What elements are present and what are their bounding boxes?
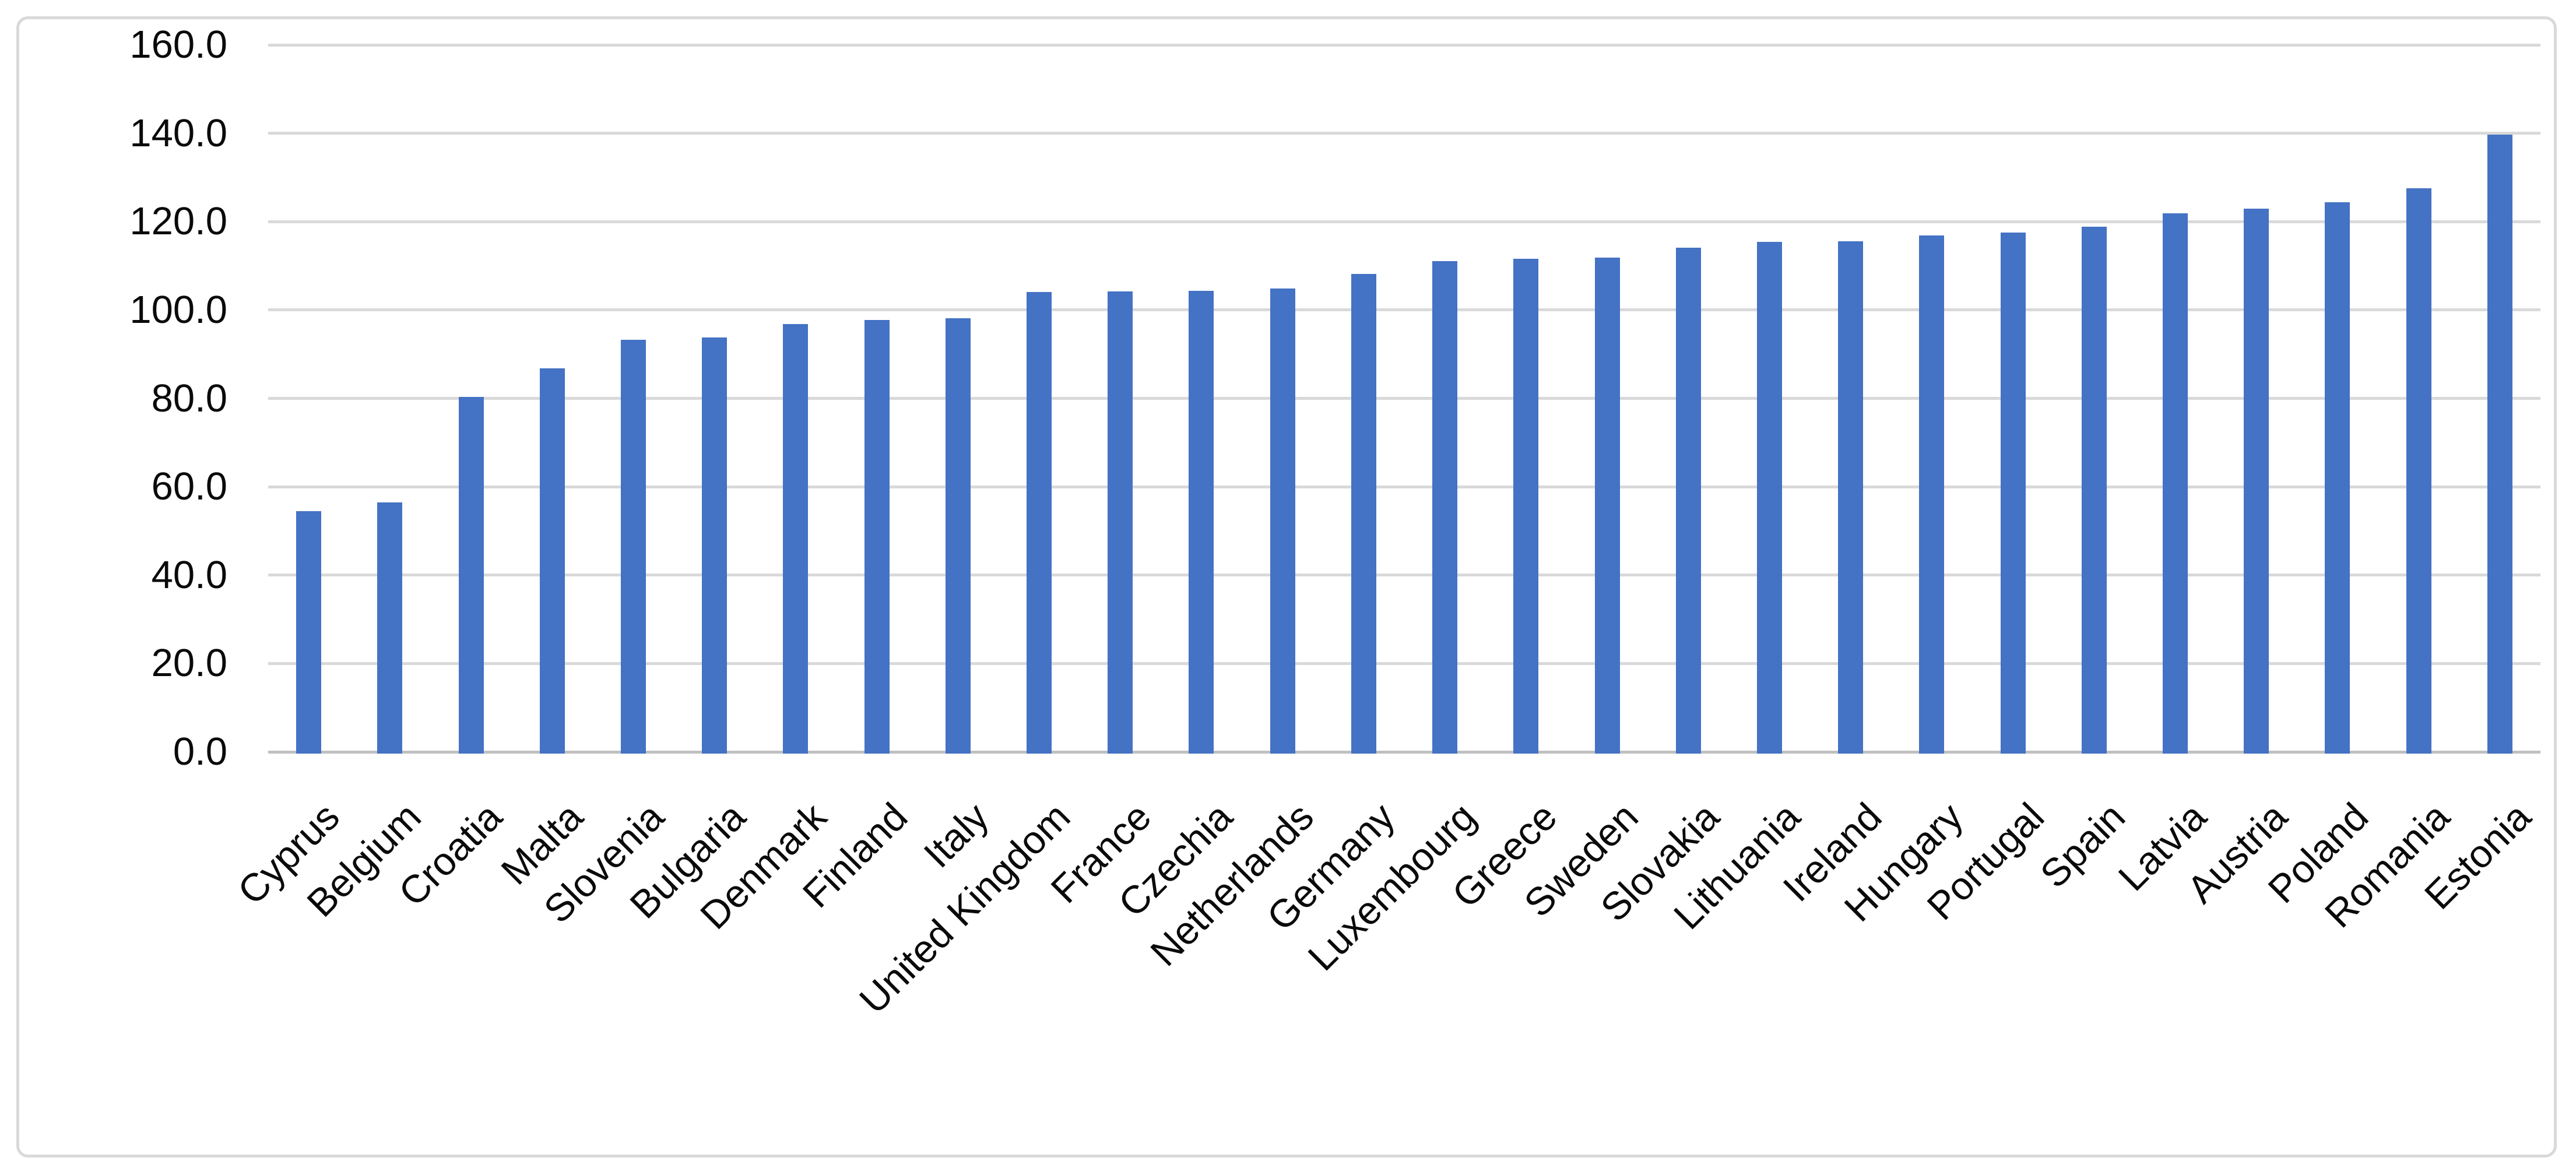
bar-spain	[2081, 226, 2107, 754]
bar-denmark	[783, 324, 809, 754]
bar-poland	[2325, 202, 2350, 754]
bar-finland	[864, 320, 890, 754]
bar-hungary	[1919, 235, 1945, 754]
bar-netherlands	[1270, 289, 1295, 754]
bar-latvia	[2163, 213, 2188, 754]
bar-portugal	[2000, 233, 2026, 754]
bar-slovakia	[1675, 247, 1701, 754]
chart-frame: 0.0 20.0 40.0 60.0 80.0 100.0 120.0 140.0 160.0 …	[16, 16, 2557, 1158]
gridline-100	[268, 308, 2540, 312]
y-tick-label-140.0: 140.0	[129, 111, 227, 155]
gridline-120	[268, 220, 2540, 223]
bar-croatia	[458, 397, 484, 754]
bar-ireland	[1838, 241, 1864, 754]
bar-malta	[539, 368, 565, 754]
bar-united-kingdom	[1027, 291, 1052, 754]
bar-austria	[2244, 208, 2269, 754]
gridline-160	[268, 43, 2540, 47]
gridline-40	[268, 574, 2540, 577]
bar-sweden	[1594, 258, 1620, 754]
gridline-140	[268, 132, 2540, 135]
x-axis-line	[268, 750, 2540, 754]
x-tick-label-spain: Spain	[2032, 794, 2134, 896]
bar-lithuania	[1756, 242, 1782, 754]
y-tick-label-80.0: 80.0	[151, 376, 227, 420]
bar-germany	[1351, 274, 1376, 754]
bar-estonia	[2487, 134, 2512, 754]
y-tick-label-160.0: 160.0	[129, 23, 227, 66]
bar-greece	[1513, 258, 1539, 754]
y-tick-label-0.0: 0.0	[173, 730, 227, 773]
bar-luxembourg	[1432, 261, 1458, 754]
y-tick-label-120.0: 120.0	[129, 199, 227, 244]
bar-france	[1108, 291, 1133, 754]
bar-italy	[945, 318, 971, 754]
bar-cyprus	[296, 511, 322, 754]
bar-bulgaria	[702, 337, 728, 754]
bar-czechia	[1189, 290, 1214, 754]
bar-romania	[2406, 188, 2431, 754]
y-tick-label-100.0: 100.0	[129, 287, 227, 332]
y-tick-label-40.0: 40.0	[151, 553, 227, 597]
gridline-60	[268, 485, 2540, 488]
gridline-20	[268, 662, 2540, 665]
gridline-80	[268, 397, 2540, 400]
y-tick-label-20.0: 20.0	[151, 641, 227, 685]
bar-belgium	[377, 502, 403, 754]
y-tick-label-60.0: 60.0	[151, 465, 227, 509]
bar-slovenia	[620, 340, 646, 754]
